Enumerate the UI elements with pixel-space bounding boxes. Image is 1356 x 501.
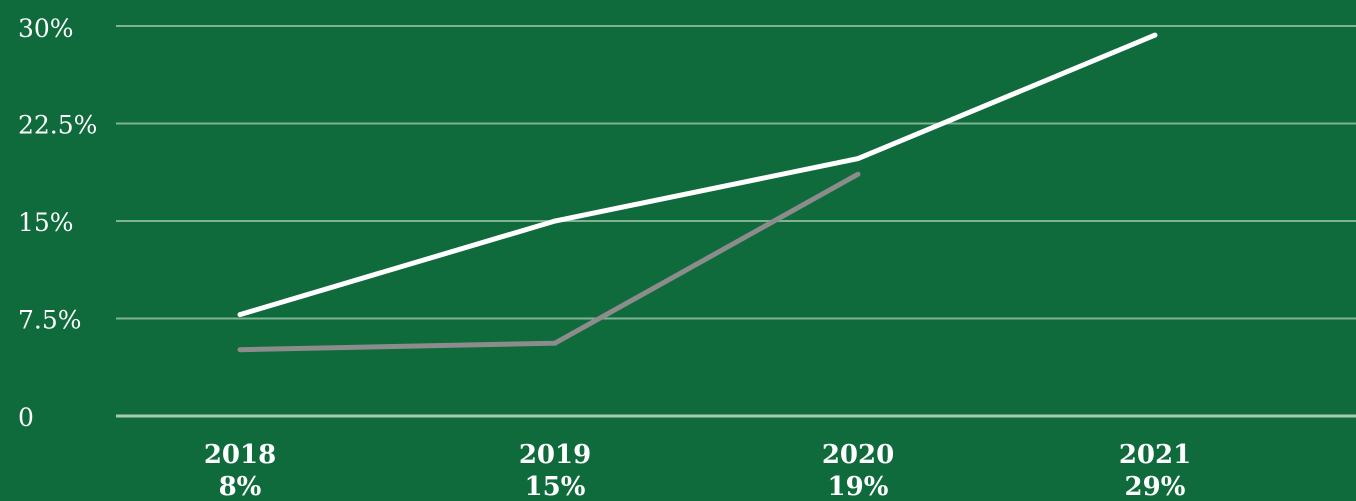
x-value-label: 15%: [525, 472, 586, 501]
data-point: [552, 340, 558, 346]
y-tick-label: 30%: [18, 14, 74, 43]
grid-lines: [116, 25, 1356, 418]
y-tick-label: 15%: [18, 208, 74, 237]
x-tick-label: 2019: [519, 440, 591, 470]
y-axis-ticks: 0 7.5% 15% 22.5% 30%: [18, 14, 97, 432]
x-value-label: 8%: [219, 472, 262, 501]
x-value-label: 29%: [1125, 472, 1186, 501]
x-value-label: 19%: [828, 472, 889, 501]
y-tick-label: 0: [18, 403, 34, 432]
series-line: [239, 172, 860, 353]
x-tick-label: 2018: [204, 440, 276, 470]
data-point: [237, 347, 243, 353]
data-point: [1152, 32, 1158, 38]
series-line: [239, 32, 1156, 317]
series-lines: [237, 32, 1158, 353]
y-tick-label: 22.5%: [18, 111, 97, 140]
y-tick-label: 7.5%: [18, 306, 82, 335]
data-point: [855, 156, 861, 162]
x-tick-label: 2020: [822, 440, 894, 470]
data-point: [237, 312, 243, 318]
data-point: [552, 218, 558, 224]
x-tick-label: 2021: [1119, 440, 1191, 470]
data-point: [855, 171, 861, 177]
